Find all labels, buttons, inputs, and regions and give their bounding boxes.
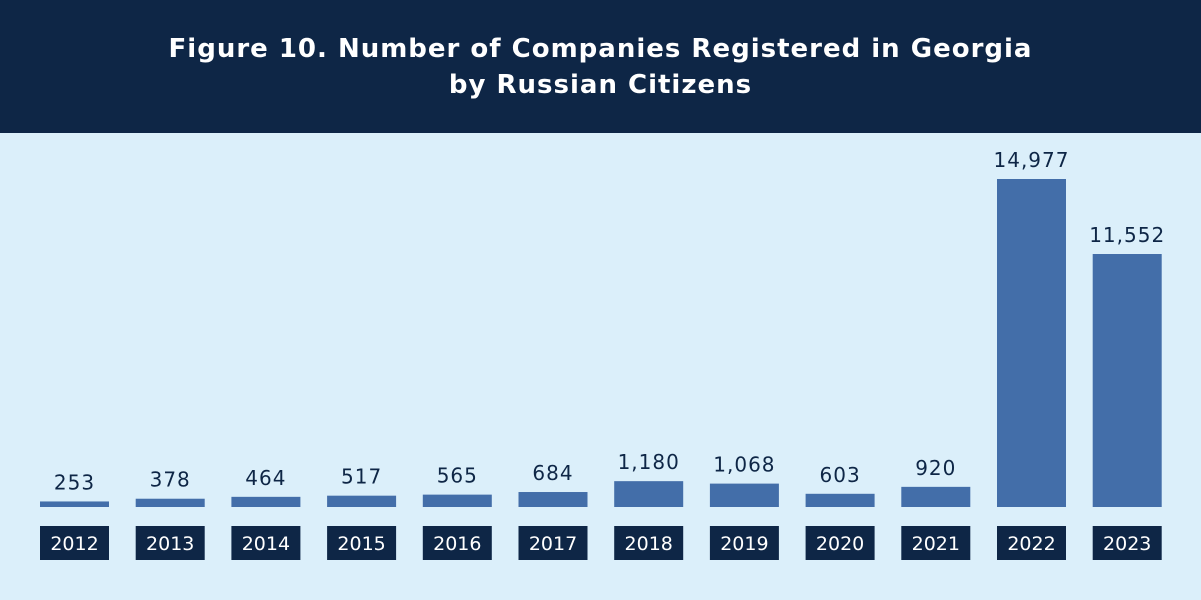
year-label-2016: 2016 xyxy=(433,533,481,555)
bar-2018 xyxy=(614,481,684,507)
value-label-2020: 603 xyxy=(820,463,861,487)
value-label-2013: 378 xyxy=(150,468,191,492)
year-label-box-2019 xyxy=(709,526,779,560)
bar-2014 xyxy=(231,496,301,507)
year-label-2017: 2017 xyxy=(529,533,577,555)
year-label-box-2012 xyxy=(40,526,109,560)
bar-2017 xyxy=(518,492,588,507)
year-label-2020: 2020 xyxy=(816,533,864,555)
bar-2016 xyxy=(422,494,492,507)
value-label-2021: 920 xyxy=(915,456,956,480)
value-label-2012: 253 xyxy=(54,470,95,494)
value-label-2015: 517 xyxy=(341,465,382,489)
year-label-box-2014 xyxy=(231,526,301,560)
value-label-2023: 11,552 xyxy=(1089,223,1165,247)
bar-2021 xyxy=(901,486,971,507)
value-label-2016: 565 xyxy=(437,464,478,488)
chart-title-line-1: Figure 10. Number of Companies Registere… xyxy=(168,33,1033,64)
year-label-2021: 2021 xyxy=(912,533,960,555)
bar-2023 xyxy=(1092,254,1162,507)
plot-area: 253 2012 378 2013 464 2014 517 2015 565 2016 684 20… xyxy=(0,133,1201,600)
bar-chart: 253 2012 378 2013 464 2014 517 2015 565 2016 684 20… xyxy=(40,148,1165,560)
year-label-box-2022 xyxy=(997,526,1066,560)
year-label-2015: 2015 xyxy=(337,533,385,555)
year-label-box-2020 xyxy=(805,526,875,560)
year-label-box-2015 xyxy=(327,526,397,560)
value-label-2022: 14,977 xyxy=(994,148,1070,172)
bar-2015 xyxy=(327,495,397,507)
year-label-2012: 2012 xyxy=(50,533,98,555)
year-label-box-2013 xyxy=(135,526,205,560)
bar-2020 xyxy=(805,493,875,507)
year-label-2013: 2013 xyxy=(146,533,194,555)
chart-header: Figure 10. Number of Companies Registere… xyxy=(0,0,1201,133)
bar-2019 xyxy=(709,483,779,507)
chart-title-line-2: by Russian Citizens xyxy=(448,69,753,100)
year-label-box-2018 xyxy=(614,526,684,560)
value-label-2019: 1,068 xyxy=(713,453,775,477)
year-label-box-2023 xyxy=(1092,526,1162,560)
bar-2022 xyxy=(997,179,1066,507)
year-label-2022: 2022 xyxy=(1007,533,1055,555)
value-label-2014: 464 xyxy=(245,466,286,490)
year-label-2014: 2014 xyxy=(242,533,290,555)
bar-2012 xyxy=(40,501,109,507)
value-label-2017: 684 xyxy=(532,461,573,485)
year-label-box-2016 xyxy=(422,526,492,560)
value-label-2018: 1,180 xyxy=(618,450,680,474)
year-label-2023: 2023 xyxy=(1103,533,1151,555)
year-label-box-2017 xyxy=(518,526,588,560)
year-label-box-2021 xyxy=(901,526,971,560)
year-label-2019: 2019 xyxy=(720,533,768,555)
year-label-2018: 2018 xyxy=(625,533,673,555)
bar-2013 xyxy=(135,498,205,507)
